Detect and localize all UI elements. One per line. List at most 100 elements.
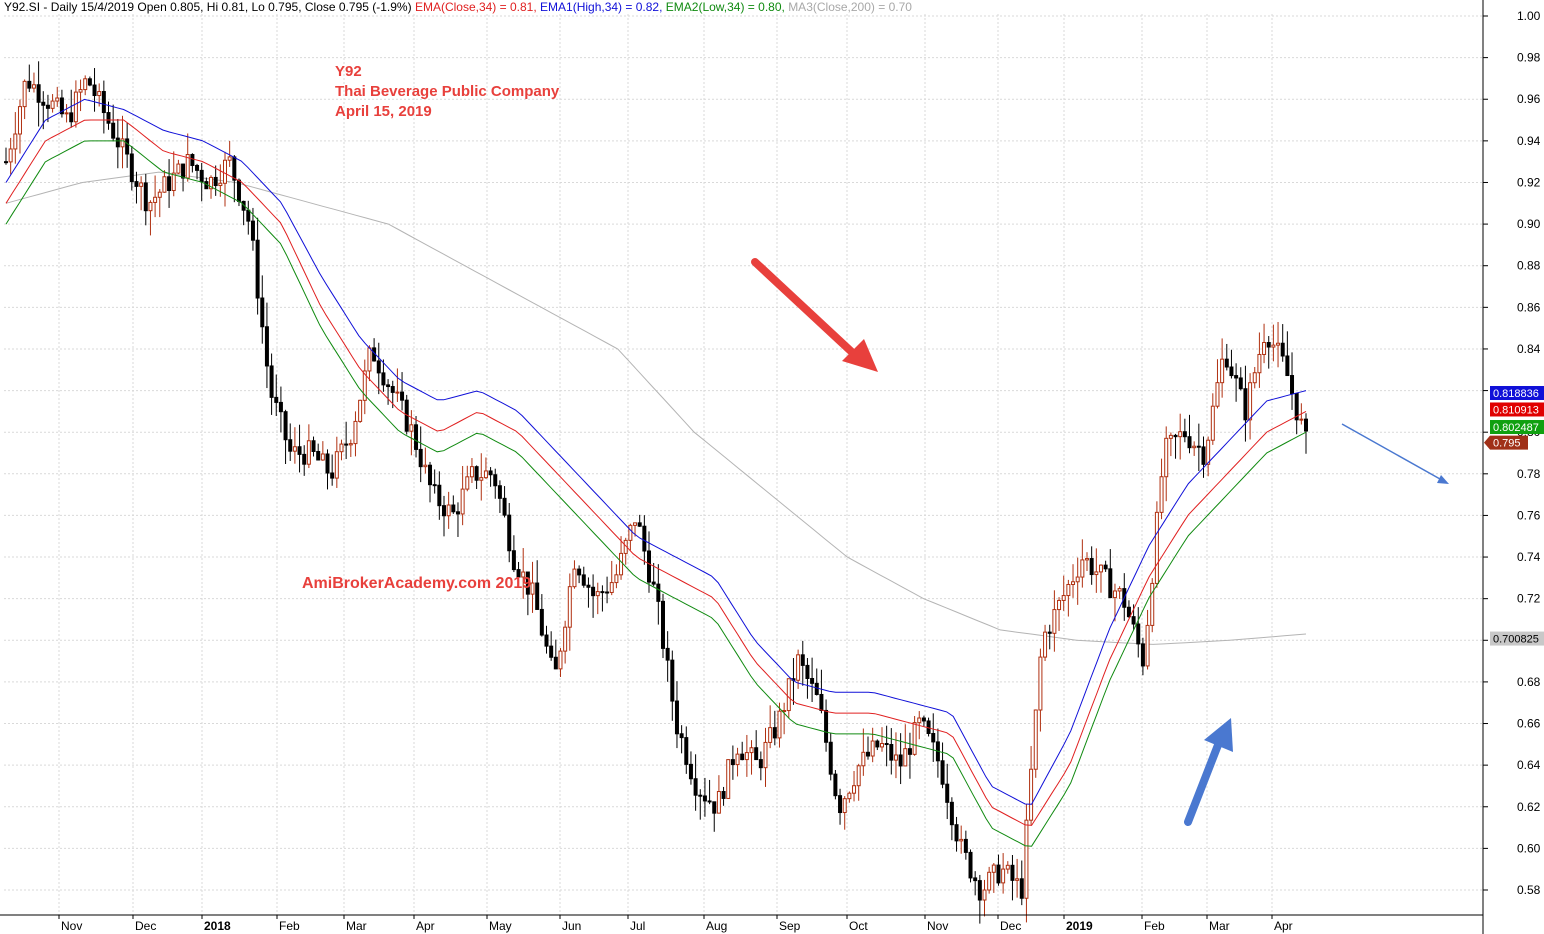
- candle-body: [539, 608, 544, 636]
- candle-body: [679, 733, 684, 739]
- candle-body: [22, 80, 27, 108]
- candle-body: [353, 420, 358, 445]
- candle-body: [125, 138, 130, 155]
- candle-body: [1108, 568, 1113, 599]
- candle-body: [120, 138, 125, 148]
- candle-body: [209, 176, 214, 190]
- ema-high-tag-label: 0.818836: [1493, 388, 1539, 400]
- candle-body: [647, 550, 652, 583]
- candle-body: [707, 800, 712, 803]
- candle-body: [507, 514, 512, 552]
- candle-body: [64, 112, 69, 115]
- candle-body: [763, 741, 768, 769]
- candle-body: [819, 693, 824, 711]
- candle-body: [1071, 581, 1076, 585]
- candle-body: [134, 181, 139, 187]
- candle-body: [1061, 595, 1066, 601]
- candle-body: [483, 470, 488, 479]
- candle-body: [1276, 342, 1281, 346]
- candle-body: [866, 751, 871, 757]
- candle-body: [805, 664, 810, 680]
- candle-body: [660, 600, 665, 649]
- y-tick-label: 0.96: [1517, 92, 1541, 106]
- candle-body: [1266, 342, 1271, 348]
- candle-body: [796, 654, 801, 681]
- candle-body: [1015, 878, 1020, 881]
- ema-low-tag-bg: [1490, 420, 1544, 435]
- candle-body: [358, 399, 363, 422]
- candle-body: [181, 163, 186, 179]
- candle-body: [92, 84, 97, 97]
- candle-body: [1126, 606, 1131, 618]
- y-tick-label: 0.84: [1517, 342, 1541, 356]
- x-tick-label: Aug: [706, 919, 727, 933]
- candle-body: [246, 209, 251, 222]
- candle-body: [1033, 709, 1038, 770]
- candle-body: [572, 568, 577, 588]
- candle-body: [768, 727, 773, 743]
- candle-body: [637, 522, 642, 527]
- candle-body: [800, 654, 805, 666]
- candle-body: [1224, 358, 1229, 368]
- candle-body: [1201, 446, 1206, 465]
- candle-body: [479, 477, 484, 481]
- candle-body: [940, 760, 945, 785]
- candle-body: [847, 792, 852, 800]
- x-tick-label: Jul: [630, 919, 645, 933]
- candle-body: [213, 176, 218, 187]
- candle-body: [838, 795, 843, 814]
- candle-body: [367, 347, 372, 372]
- candle-body: [581, 574, 586, 586]
- candle-body: [1271, 344, 1276, 348]
- candle-body: [190, 154, 195, 166]
- candle-body: [502, 497, 507, 516]
- candle-body: [264, 326, 269, 367]
- candle-body: [1010, 864, 1015, 881]
- candle-body: [1196, 445, 1201, 448]
- candle-body: [1304, 418, 1308, 432]
- candle-body: [362, 370, 367, 401]
- candle-body: [1192, 445, 1197, 449]
- candle-body: [423, 464, 428, 468]
- candle-body: [954, 824, 959, 842]
- candle-body: [1112, 590, 1117, 599]
- close-tag-label: 0.795: [1493, 438, 1521, 450]
- candle-body: [987, 871, 992, 891]
- candle-body: [1159, 476, 1164, 513]
- candle-body: [810, 678, 815, 684]
- candle-body: [898, 754, 903, 767]
- y-tick-label: 0.62: [1517, 800, 1541, 814]
- ema-high-tag-bg: [1490, 385, 1544, 400]
- candle-body: [288, 439, 293, 452]
- x-tick-label: May: [489, 919, 512, 933]
- date-label: April 15, 2019: [335, 103, 432, 120]
- candle-body: [1085, 558, 1090, 561]
- price-axis: 1.000.980.960.940.920.900.880.860.840.82…: [1482, 0, 1541, 934]
- candle-body: [907, 748, 912, 755]
- candle-body: [111, 122, 116, 139]
- y-tick-label: 0.64: [1517, 758, 1541, 772]
- candle-body: [726, 759, 731, 799]
- candle-body: [1299, 418, 1304, 421]
- candle-body: [1075, 576, 1080, 583]
- candle-body: [521, 571, 526, 578]
- candle-body: [306, 440, 311, 465]
- candle-body: [861, 751, 866, 767]
- header-ma3: MA3(Close,200) = 0.70: [788, 0, 912, 14]
- candle-body: [334, 451, 339, 479]
- x-tick-label: 2018: [204, 919, 231, 933]
- x-tick-label: Dec: [1000, 919, 1021, 933]
- y-tick-label: 0.90: [1517, 217, 1541, 231]
- candle-body: [1057, 599, 1062, 611]
- candle-body: [1215, 382, 1220, 407]
- candle-body: [292, 446, 297, 452]
- candle-body: [1248, 382, 1253, 421]
- trend-arrows: [751, 258, 1449, 826]
- candle-body: [451, 504, 456, 513]
- candle-body: [176, 163, 181, 174]
- candle-body: [115, 137, 120, 148]
- candle-body: [786, 678, 791, 712]
- candle-body: [558, 650, 563, 670]
- candle-body: [945, 783, 950, 803]
- candle-body: [609, 582, 614, 593]
